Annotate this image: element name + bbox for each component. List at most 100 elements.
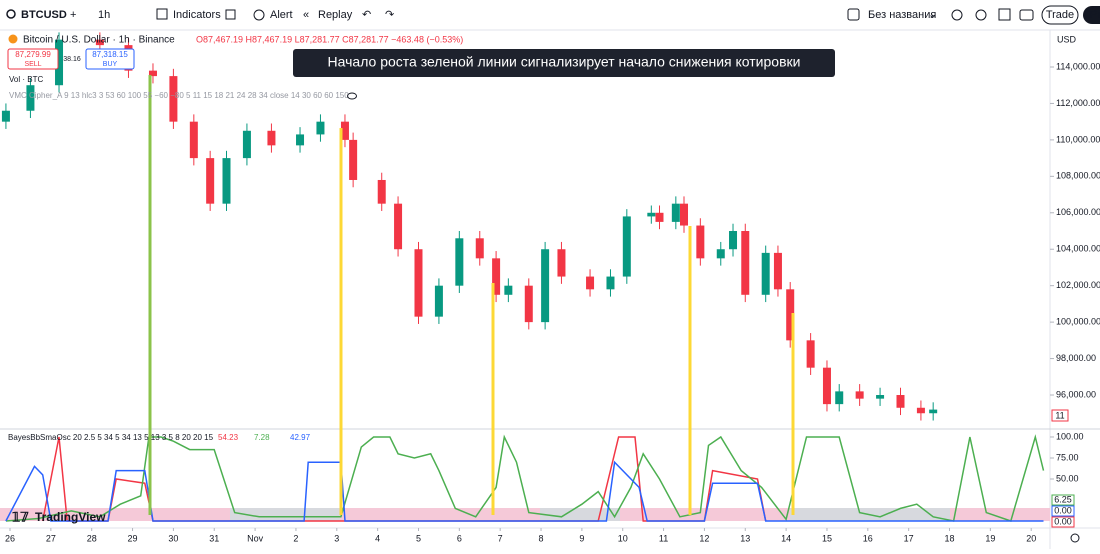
redo[interactable]: ↷ — [385, 9, 394, 21]
x-tick-label: 29 — [128, 533, 138, 543]
candle-body — [647, 212, 656, 217]
hide-icon[interactable] — [347, 92, 357, 100]
y-tick-label: 108,000.00 — [1056, 171, 1100, 181]
osc-band-neutral — [230, 508, 340, 521]
x-tick-label: 8 — [539, 533, 544, 543]
chart-title: Bitcoin / U.S. Dollar · 1h · Binance — [23, 35, 175, 46]
buy-price[interactable]: 87,318.15 — [92, 50, 128, 59]
sell-button[interactable] — [7, 48, 59, 70]
x-tick-label: 19 — [985, 533, 995, 543]
templates-icon[interactable] — [225, 9, 236, 20]
candle-body — [414, 249, 423, 317]
volume-badge: 11 — [1055, 410, 1064, 420]
sell-label[interactable]: SELL — [24, 61, 41, 68]
annotation-box — [293, 49, 835, 77]
candle-body — [773, 252, 782, 290]
layout-name[interactable]: Без названия — [868, 9, 936, 21]
x-tick-label: 12 — [699, 533, 709, 543]
replay-button[interactable]: Replay — [318, 9, 353, 21]
branding: TradingView — [35, 510, 106, 524]
layout-checkbox[interactable] — [847, 8, 860, 21]
sell-price[interactable]: 87,279.99 — [15, 50, 51, 59]
symbol-logo — [8, 34, 18, 44]
candle-body — [729, 231, 738, 250]
candle-body — [671, 203, 680, 222]
fullscreen[interactable] — [998, 8, 1011, 21]
candle-body — [206, 158, 215, 204]
x-tick-label: 26 — [5, 533, 15, 543]
candle-body — [377, 179, 386, 204]
value-badge — [1051, 494, 1075, 506]
candle-body — [916, 407, 925, 414]
value-badge — [1051, 505, 1075, 517]
x-tick-label: 14 — [781, 533, 791, 543]
indicators-icon[interactable] — [156, 8, 168, 20]
search-tool[interactable] — [951, 9, 963, 21]
indicator-legend: VMC Cipher_A 9 13 hlc3 3 53 60 100 55 −6… — [9, 91, 349, 100]
x-tick-label: 5 — [416, 533, 421, 543]
candle-body — [242, 130, 251, 159]
alert-button[interactable]: Alert — [270, 9, 293, 21]
alert-icon[interactable] — [253, 9, 265, 21]
y-tick-label: 75.00 — [1056, 452, 1079, 462]
trade-button[interactable]: Trade — [1046, 9, 1074, 21]
candle-body — [696, 225, 705, 259]
indicators-button[interactable]: Indicators — [173, 9, 221, 21]
candle-body — [267, 130, 276, 146]
candle-body — [189, 121, 198, 159]
y-tick-label: 104,000.00 — [1056, 244, 1100, 254]
value-badge — [1051, 516, 1075, 528]
y-tick-label: 100.00 — [1056, 431, 1084, 441]
candle-body — [586, 276, 595, 290]
candle-body — [557, 249, 566, 277]
candle-body — [876, 395, 885, 399]
axis-settings[interactable] — [1070, 533, 1080, 543]
candle-body — [806, 340, 815, 368]
settings[interactable] — [975, 9, 987, 21]
replay-icon[interactable]: « — [303, 9, 309, 21]
publish-button-bg[interactable] — [1083, 6, 1100, 24]
candle-body — [761, 252, 770, 295]
candle-body — [680, 203, 689, 226]
ohlc: O87,467.19 H87,467.19 L87,281.77 C87,281… — [196, 34, 463, 44]
x-tick-label: 3 — [334, 533, 339, 543]
candle-body — [26, 85, 35, 111]
candle-body — [524, 285, 533, 323]
value-badge-label: 0.00 — [1054, 516, 1072, 526]
currency: USD — [1057, 34, 1077, 44]
candle-body — [296, 134, 305, 146]
publish-button[interactable]: Pu — [1090, 9, 1100, 21]
buy-button[interactable] — [85, 48, 135, 70]
candle-body — [741, 231, 750, 295]
x-tick-label: 30 — [168, 533, 178, 543]
osc-title: BayesBbSmaOsc 20 2.5 5 34 5 34 13 5 13 3… — [8, 433, 214, 442]
x-tick-label: 10 — [618, 533, 628, 543]
value-badge-label: 6.25 — [1054, 494, 1072, 504]
osc-legend-value: 54.23 — [218, 433, 239, 442]
x-tick-label: 6 — [457, 533, 462, 543]
search-icon[interactable] — [6, 9, 16, 19]
undo[interactable]: ↶ — [362, 9, 371, 21]
candle-body — [786, 289, 795, 341]
candle-body — [1, 110, 10, 122]
trade-button-bg[interactable] — [1041, 5, 1079, 25]
candle-body — [95, 39, 104, 46]
symbol[interactable]: BTCUSD — [21, 9, 67, 21]
y-tick-label: 100,000.00 — [1056, 316, 1100, 326]
add-symbol[interactable]: + — [70, 9, 76, 21]
candle-body — [434, 285, 443, 317]
candle-body — [455, 238, 464, 286]
candle-body — [655, 212, 664, 222]
candle-body — [316, 121, 325, 135]
y-tick-label: 98,000.00 — [1056, 353, 1096, 363]
y-tick-label: 96,000.00 — [1056, 389, 1096, 399]
snapshot[interactable] — [1019, 9, 1034, 21]
buy-label[interactable]: BUY — [103, 61, 118, 68]
y-tick-label: 114,000.00 — [1056, 61, 1100, 71]
candle-body — [822, 367, 831, 405]
interval[interactable]: 1h — [98, 9, 110, 21]
candle-body — [896, 395, 905, 408]
layout-menu[interactable]: ⌄ — [928, 9, 937, 21]
